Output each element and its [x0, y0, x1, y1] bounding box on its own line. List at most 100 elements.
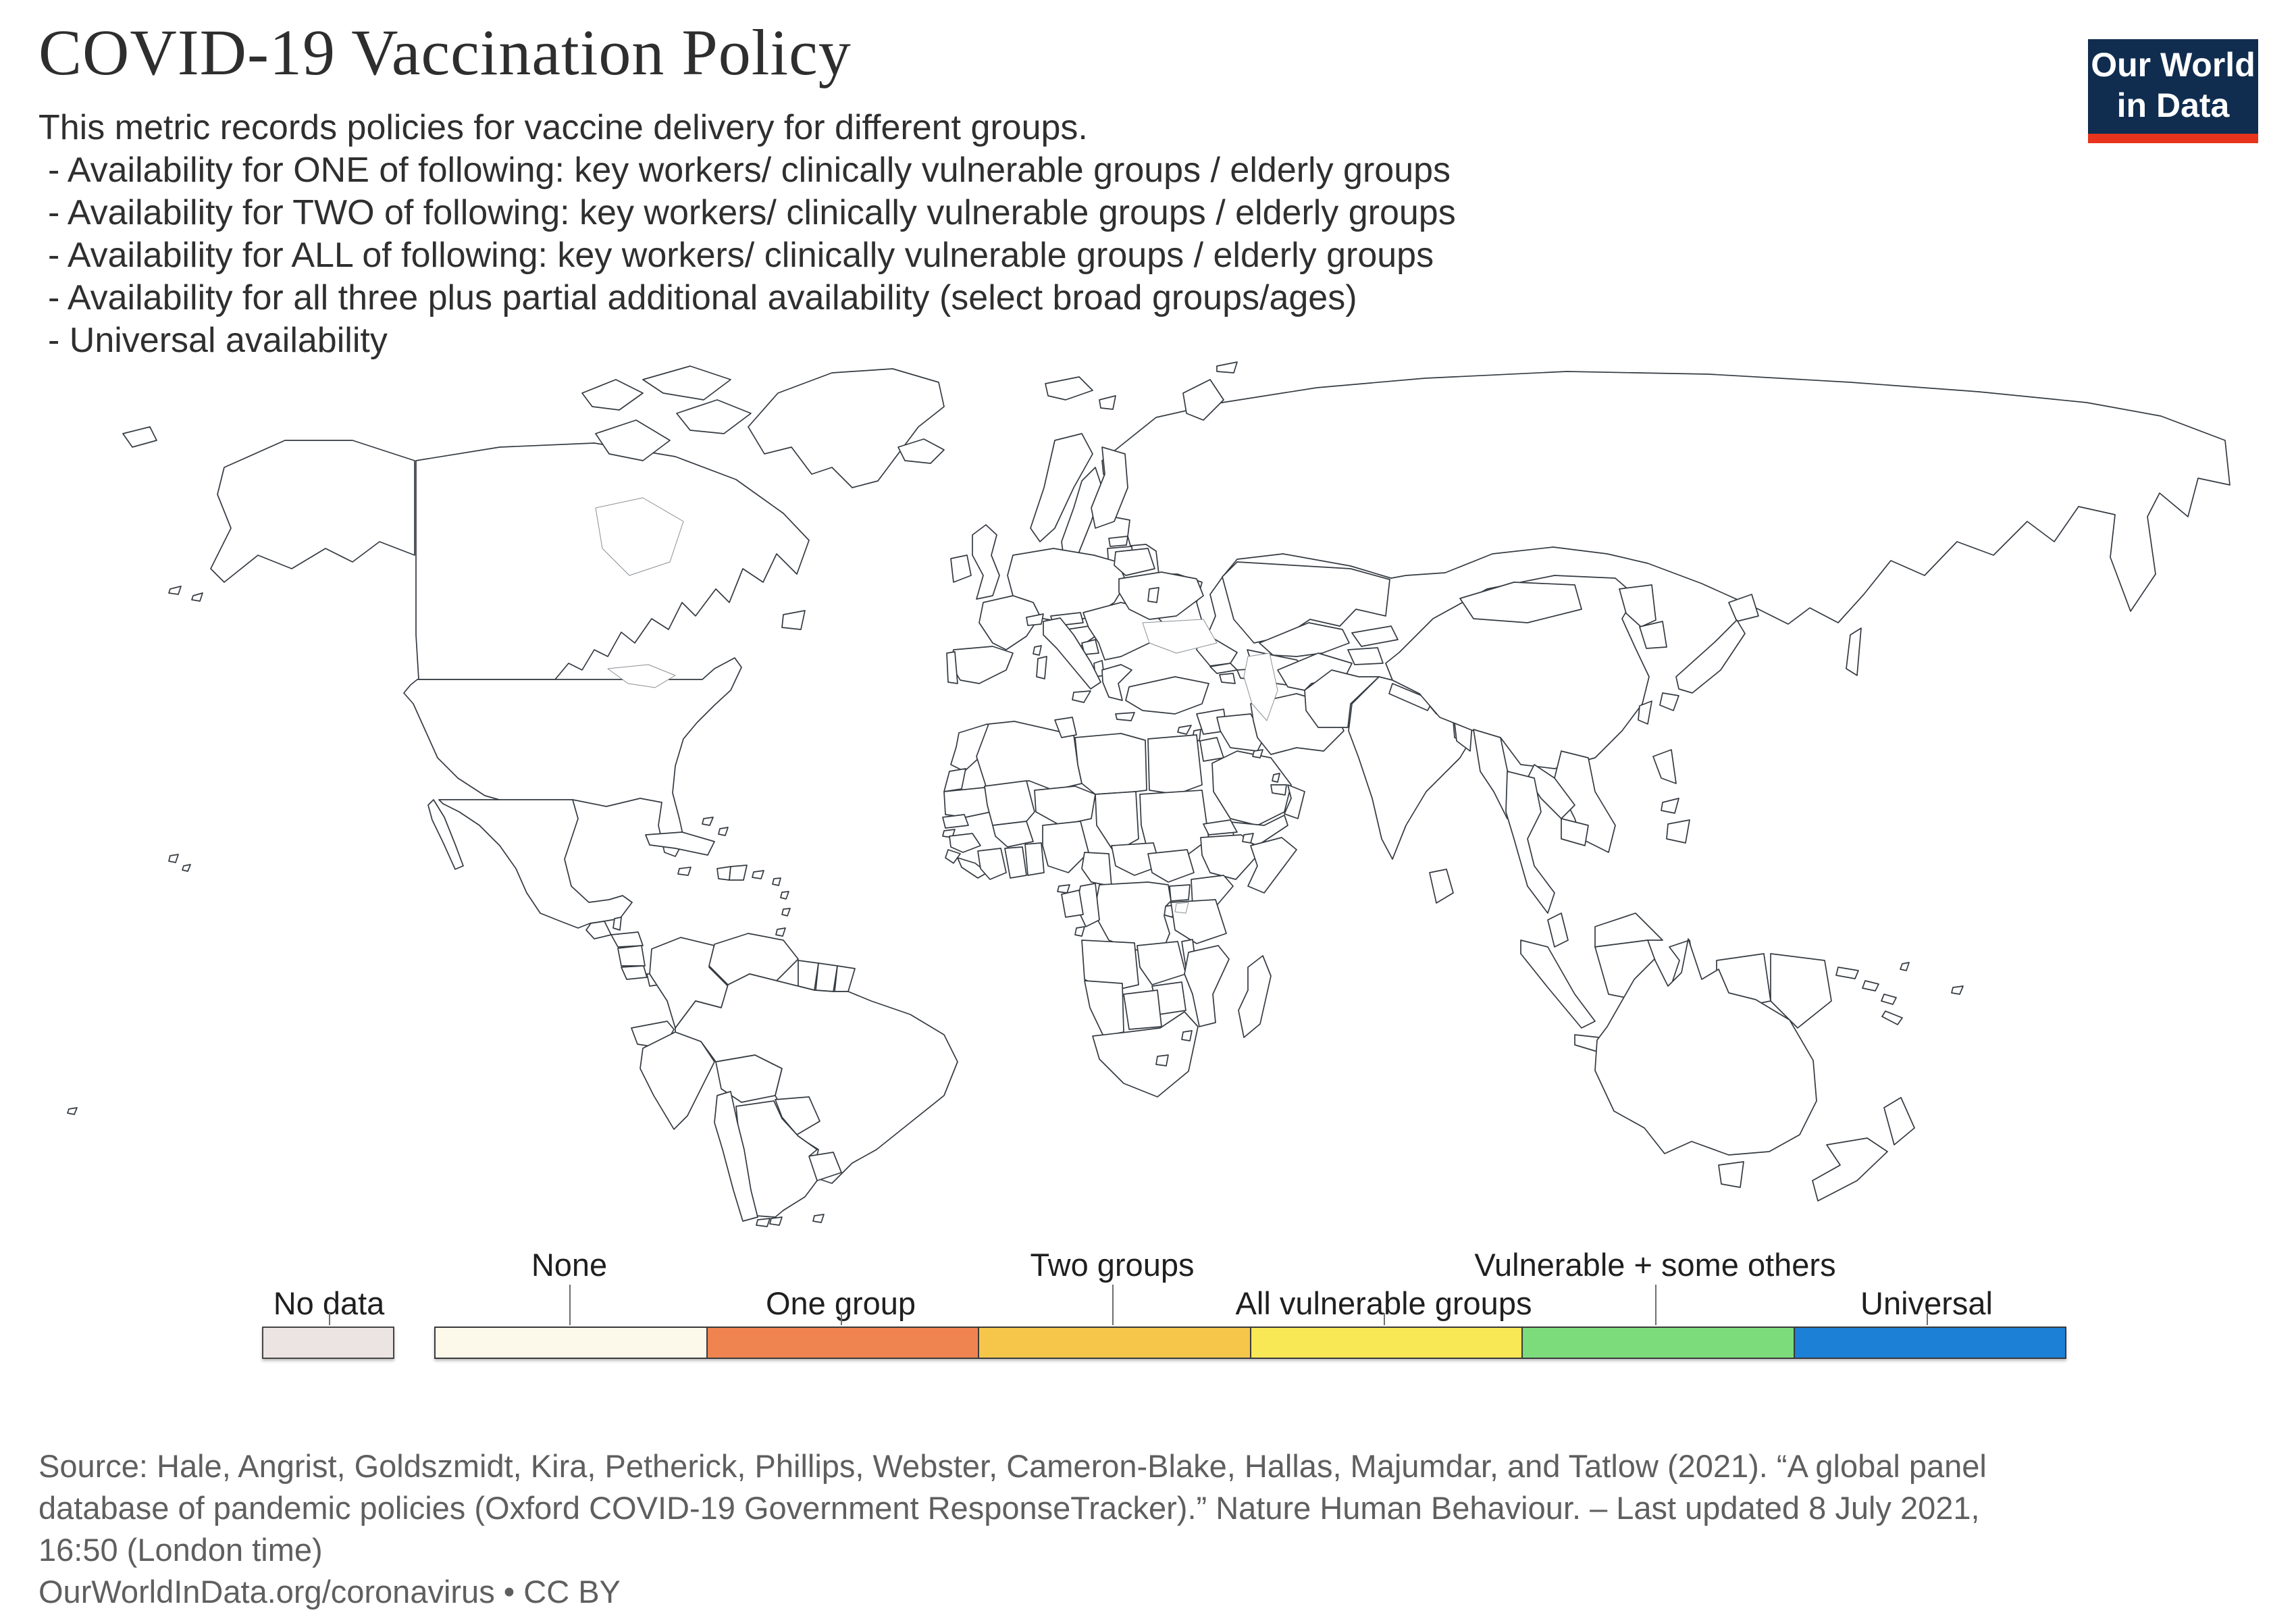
region-malaysia-borneo[interactable] — [1594, 912, 1663, 948]
region-liberia[interactable] — [957, 857, 988, 879]
region-ireland[interactable] — [950, 555, 972, 583]
region-angola[interactable] — [1081, 940, 1139, 992]
region-burkina-faso[interactable] — [992, 821, 1034, 848]
region-ukraine[interactable] — [1118, 571, 1204, 620]
region-french-polynesia[interactable] — [67, 1107, 78, 1115]
region-canada-arctic-4[interactable] — [581, 379, 644, 411]
region-belarus[interactable] — [1114, 548, 1155, 576]
region-chile[interactable] — [714, 1091, 758, 1222]
region-tunisia[interactable] — [1054, 717, 1077, 738]
region-russia-franz-josef[interactable] — [1216, 361, 1238, 374]
region-canada-arctic-2[interactable] — [676, 399, 752, 434]
region-togo-benin[interactable] — [1024, 842, 1045, 876]
region-kazakhstan[interactable] — [1222, 561, 1390, 644]
region-lesser-antilles[interactable] — [772, 877, 791, 917]
region-namibia[interactable] — [1084, 980, 1124, 1037]
region-russia[interactable] — [1101, 371, 2230, 667]
region-chile-tdf[interactable] — [756, 1218, 771, 1227]
region-qatar[interactable] — [1272, 773, 1280, 783]
region-egypt[interactable] — [1147, 734, 1203, 795]
region-philippines-mindanao[interactable] — [1666, 819, 1690, 844]
region-ethiopia[interactable] — [1200, 834, 1262, 880]
legend-segment-all-vulnerable[interactable] — [1251, 1328, 1523, 1358]
region-sierra-leone[interactable] — [945, 849, 961, 864]
region-russia-sakhalin[interactable] — [1846, 627, 1862, 676]
legend-segment-vulnerable-plus[interactable] — [1523, 1328, 1795, 1358]
region-canada[interactable] — [415, 442, 810, 680]
region-mauritania[interactable] — [943, 787, 992, 818]
region-niger[interactable] — [1034, 786, 1096, 826]
legend-segment-two-groups[interactable] — [979, 1328, 1251, 1358]
region-north-korea[interactable] — [1619, 584, 1656, 627]
legend-segment-one-group[interactable] — [707, 1328, 979, 1358]
region-lesotho[interactable] — [1155, 1054, 1169, 1066]
region-malaysia-peninsula[interactable] — [1547, 912, 1569, 948]
region-zambia[interactable] — [1137, 941, 1186, 985]
region-new-zealand-north[interactable] — [1883, 1097, 1915, 1146]
region-taiwan[interactable] — [1638, 700, 1652, 725]
region-moldova[interactable] — [1147, 587, 1159, 603]
region-japan-honshu[interactable] — [1675, 619, 1746, 694]
region-spain[interactable] — [949, 646, 1014, 684]
region-jordan[interactable] — [1199, 737, 1224, 762]
region-south-korea[interactable] — [1639, 621, 1667, 649]
region-costa-rica[interactable] — [621, 965, 648, 980]
region-italy-sicily[interactable] — [1072, 690, 1091, 703]
region-estonia[interactable] — [1108, 536, 1128, 547]
region-philippines-luzon[interactable] — [1652, 749, 1677, 784]
region-somalia[interactable] — [1247, 837, 1297, 894]
region-greece-crete[interactable] — [1115, 712, 1135, 721]
legend-segment-none[interactable] — [436, 1328, 708, 1358]
region-drc[interactable] — [1093, 881, 1172, 954]
region-png-new-britain[interactable] — [1835, 967, 1859, 979]
source-url[interactable]: OurWorldInData.org/coronavirus • CC BY — [38, 1574, 621, 1610]
region-japan-kyushu[interactable] — [1659, 692, 1679, 711]
region-papua-new-guinea[interactable] — [1770, 953, 1832, 1029]
region-vanuatu[interactable] — [1900, 962, 1910, 971]
region-uae[interactable] — [1270, 784, 1287, 796]
region-new-zealand-south[interactable] — [1812, 1137, 1888, 1202]
region-norway-svalbard[interactable] — [1045, 376, 1116, 410]
region-russia-novaya-zemlya[interactable] — [1182, 379, 1224, 421]
region-angola-cabinda[interactable] — [1074, 926, 1085, 937]
region-fiji[interactable] — [1951, 985, 1964, 995]
region-usa-alaska[interactable] — [210, 440, 415, 583]
region-trinidad[interactable] — [775, 927, 786, 937]
region-french-guiana[interactable] — [834, 965, 856, 992]
region-iceland[interactable] — [897, 438, 945, 464]
region-philippines-visayas[interactable] — [1661, 798, 1679, 814]
region-turkey[interactable] — [1125, 676, 1209, 715]
region-paraguay[interactable] — [775, 1096, 820, 1135]
region-western-sahara[interactable] — [943, 768, 966, 792]
region-kyrgyzstan[interactable] — [1351, 625, 1399, 647]
region-united-kingdom[interactable] — [972, 524, 1000, 600]
region-mali[interactable] — [984, 780, 1035, 826]
region-canada-newfoundland[interactable] — [781, 610, 806, 630]
region-pakistan[interactable] — [1304, 669, 1380, 728]
region-honduras[interactable] — [610, 931, 644, 948]
region-bahamas[interactable] — [702, 817, 729, 836]
region-solomon-islands[interactable] — [1862, 980, 1897, 1005]
region-sri-lanka[interactable] — [1429, 869, 1454, 904]
region-suriname[interactable] — [815, 962, 838, 992]
region-tajikistan[interactable] — [1347, 647, 1384, 665]
region-new-caledonia[interactable] — [1881, 1010, 1903, 1025]
region-ghana[interactable] — [1004, 846, 1027, 879]
region-puerto-rico[interactable] — [752, 870, 764, 879]
region-indonesia-sumatra[interactable] — [1520, 940, 1596, 1029]
region-saudi-arabia[interactable] — [1211, 750, 1292, 826]
region-usa-aleutians[interactable] — [168, 586, 203, 602]
region-jamaica[interactable] — [677, 867, 692, 876]
region-senegal[interactable] — [942, 814, 969, 829]
region-italy-sardinia[interactable] — [1036, 656, 1047, 679]
region-cyprus[interactable] — [1177, 725, 1192, 735]
region-djibouti[interactable] — [1242, 833, 1254, 844]
region-switzerland[interactable] — [1026, 613, 1044, 626]
region-uganda[interactable] — [1169, 884, 1191, 902]
region-cameroon[interactable] — [1081, 852, 1112, 887]
region-south-africa[interactable] — [1092, 1011, 1199, 1098]
region-car[interactable] — [1111, 842, 1161, 876]
region-haiti[interactable] — [716, 866, 731, 881]
legend-segment-universal[interactable] — [1794, 1328, 2065, 1358]
region-gabon[interactable] — [1061, 890, 1084, 918]
